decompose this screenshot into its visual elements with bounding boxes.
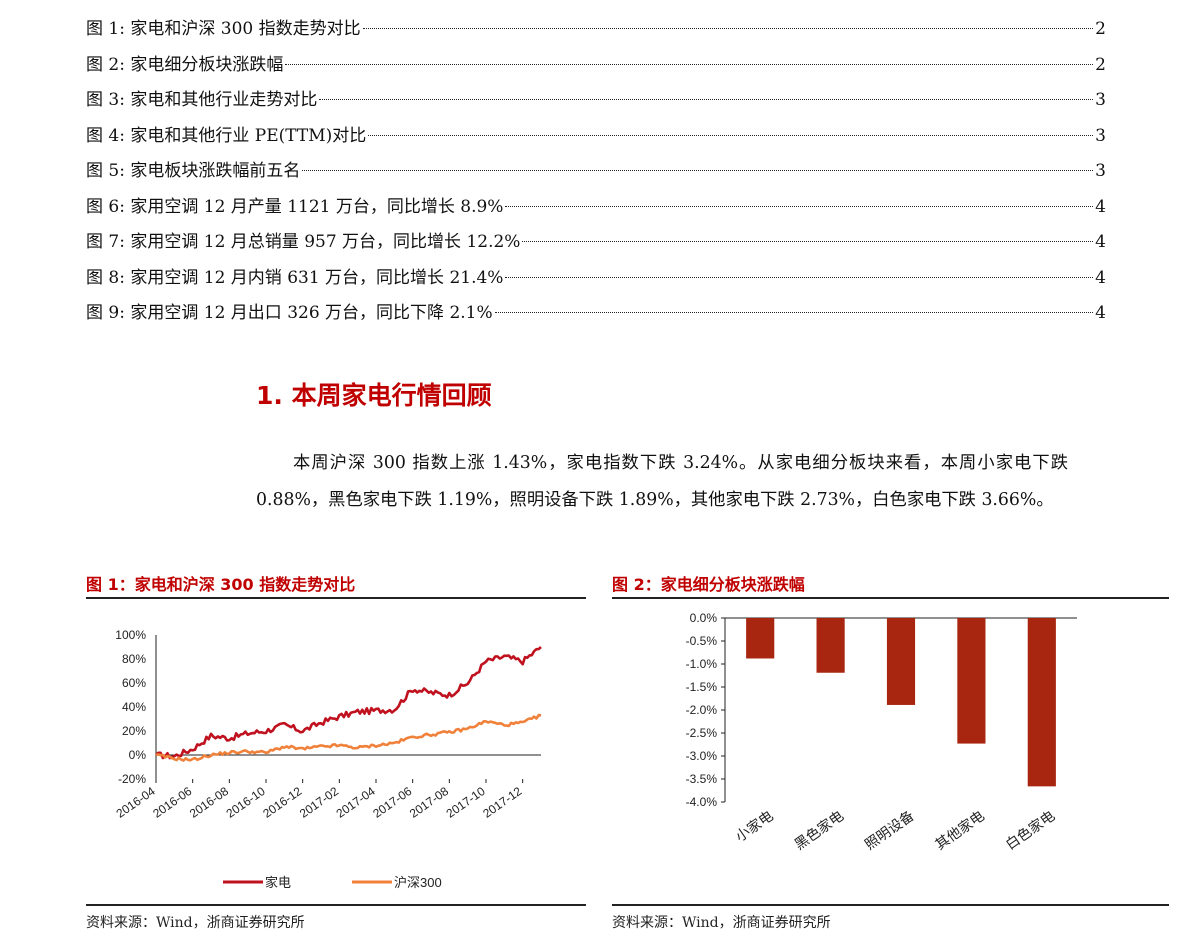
- toc-leader-dots: [302, 170, 1094, 171]
- toc-leader-dots: [505, 276, 1094, 278]
- x-tick-label: 2016-06: [150, 784, 194, 821]
- toc-leader-dots: [319, 99, 1094, 100]
- toc-row[interactable]: 图 9: 家用空调 12 月出口 326 万台，同比下降 2.1% 4: [86, 298, 1106, 334]
- section-title: 1. 本周家电行情回顾: [256, 381, 492, 410]
- toc-label: 图 5: 家电板块涨跌幅前五名: [86, 161, 301, 181]
- y-tick-label: -2.0%: [686, 703, 718, 717]
- x-tick-label: 2016-08: [187, 784, 231, 821]
- toc-row[interactable]: 图 6: 家用空调 12 月产量 1121 万台，同比增长 8.9% 4: [86, 192, 1106, 228]
- toc-page-number: 2: [1095, 54, 1106, 75]
- x-tick-label: 2016-12: [260, 784, 304, 821]
- x-tick-label: 2016-10: [224, 784, 268, 821]
- y-tick-label: 60%: [122, 676, 146, 690]
- toc-row[interactable]: 图 8: 家用空调 12 月内销 631 万台，同比增长 21.4% 4: [86, 263, 1106, 299]
- series-line-csi300: [155, 713, 542, 762]
- bar-2: [886, 618, 916, 705]
- figure-1-source: 资料来源：Wind，浙商证券研究所: [86, 915, 305, 931]
- figure-2-bottom-rule: [612, 904, 1169, 906]
- toc-page-number: 4: [1095, 267, 1106, 288]
- toc-page-number: 3: [1095, 125, 1106, 146]
- x-tick-label: 2016-04: [114, 784, 158, 821]
- toc-label: 图 7: 家用空调 12 月总销量 957 万台，同比增长 12.2%: [86, 232, 521, 252]
- figure-1-bottom-rule: [86, 904, 586, 906]
- y-tick-label: 80%: [122, 652, 146, 666]
- y-tick-label: -3.0%: [686, 749, 718, 763]
- toc-label: 图 1: 家电和沪深 300 指数走势对比: [86, 19, 361, 39]
- figure-1-title: 图 1：家电和沪深 300 指数走势对比: [86, 575, 356, 594]
- y-tick-label: -4.0%: [686, 795, 718, 809]
- y-tick-label: 100%: [115, 628, 146, 642]
- toc-leader-dots: [285, 63, 1094, 65]
- toc-page-number: 4: [1095, 303, 1106, 323]
- toc-label: 图 3: 家电和其他行业走势对比: [86, 90, 318, 110]
- bar-0: [746, 618, 775, 659]
- x-tick-label: 2017-12: [480, 784, 524, 821]
- y-tick-label: 40%: [122, 700, 146, 714]
- line-chart: 100%80%60%40%20%0%-20%2016-042016-062016…: [114, 628, 542, 890]
- category-label: 白色家电: [1002, 807, 1057, 852]
- toc-label: 图 6: 家用空调 12 月产量 1121 万台，同比增长 8.9%: [86, 196, 504, 217]
- figure-index: 图 1: 家电和沪深 300 指数走势对比 2 图 2: 家电细分板块涨跌幅 2 图 3…: [86, 14, 1106, 334]
- x-tick-label: 2017-10: [444, 784, 488, 821]
- toc-row[interactable]: 图 3: 家电和其他行业走势对比 3: [86, 85, 1106, 121]
- bar-1: [816, 618, 845, 673]
- y-tick-label: -1.5%: [686, 680, 718, 694]
- y-tick-label: 0.0%: [690, 611, 718, 625]
- toc-page-number: 3: [1095, 161, 1106, 181]
- toc-page-number: 4: [1095, 196, 1106, 217]
- y-tick-label: 0%: [129, 748, 147, 762]
- toc-leader-dots: [368, 134, 1094, 136]
- legend-label: 沪深300: [394, 875, 442, 890]
- x-tick-label: 2017-08: [407, 784, 451, 821]
- toc-leader-dots: [505, 205, 1094, 207]
- toc-row[interactable]: 图 1: 家电和沪深 300 指数走势对比 2: [86, 14, 1106, 50]
- toc-label: 图 4: 家电和其他行业 PE(TTM)对比: [86, 125, 367, 146]
- toc-label: 图 2: 家电细分板块涨跌幅: [86, 54, 284, 75]
- figure-1-top-rule: [86, 597, 586, 599]
- y-tick-label: -0.5%: [686, 634, 718, 648]
- bar-4: [1027, 618, 1056, 787]
- section-paragraph: 本周沪深 300 指数上涨 1.43%，家电指数下跌 3.24%。从家电细分板块…: [256, 453, 1068, 510]
- legend-label: 家电: [265, 875, 291, 890]
- x-tick-label: 2017-02: [297, 784, 341, 821]
- toc-row[interactable]: 图 5: 家电板块涨跌幅前五名 3: [86, 156, 1106, 192]
- figure-2-top-rule: [612, 597, 1169, 599]
- toc-leader-dots: [522, 241, 1094, 242]
- toc-row[interactable]: 图 2: 家电细分板块涨跌幅 2: [86, 50, 1106, 86]
- x-tick-label: 2017-06: [370, 784, 414, 821]
- y-tick-label: -20%: [118, 772, 146, 786]
- category-label: 照明设备: [862, 807, 917, 852]
- toc-page-number: 4: [1095, 232, 1106, 252]
- category-label: 黑色家电: [791, 807, 846, 852]
- toc-page-number: 3: [1095, 90, 1106, 110]
- y-tick-label: -1.0%: [686, 657, 718, 671]
- toc-leader-dots: [494, 312, 1094, 313]
- toc-row[interactable]: 图 4: 家电和其他行业 PE(TTM)对比 3: [86, 121, 1106, 157]
- figure-2-source: 资料来源：Wind，浙商证券研究所: [612, 915, 831, 931]
- toc-label: 图 8: 家用空调 12 月内销 631 万台，同比增长 21.4%: [86, 267, 504, 288]
- y-tick-label: 20%: [122, 724, 146, 738]
- x-tick-label: 2017-04: [334, 784, 378, 821]
- toc-leader-dots: [362, 28, 1094, 29]
- bar-chart: 0.0% -0.5% -1.0% -1.5% -2.0% -2.5% -3.0% -3.5% -…: [686, 611, 1077, 853]
- toc-label: 图 9: 家用空调 12 月出口 326 万台，同比下降 2.1%: [86, 303, 493, 323]
- bar-3: [957, 618, 986, 744]
- category-label: 小家电: [732, 807, 776, 844]
- toc-row[interactable]: 图 7: 家用空调 12 月总销量 957 万台，同比增长 12.2% 4: [86, 227, 1106, 263]
- series-line-appliance: [155, 646, 542, 760]
- y-tick-label: -3.5%: [686, 772, 718, 786]
- figure-2-title: 图 2：家电细分板块涨跌幅: [612, 575, 805, 594]
- category-label: 其他家电: [932, 807, 987, 852]
- toc-page-number: 2: [1095, 19, 1106, 39]
- y-tick-label: -2.5%: [686, 726, 718, 740]
